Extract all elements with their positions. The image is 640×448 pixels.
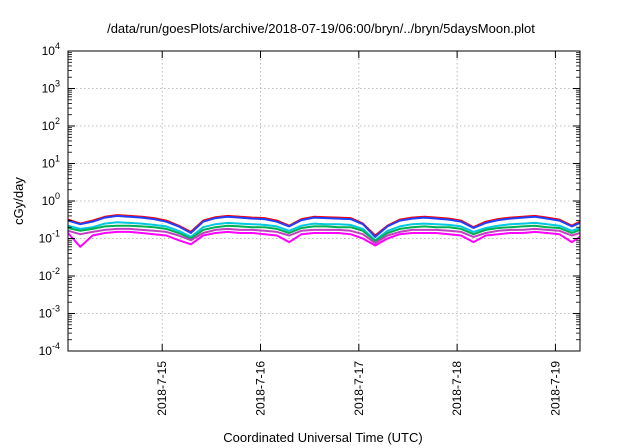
x-axis: 2018-7-15 2018-7-16 2018-7-17 2018-7-18 2018… (155, 51, 562, 416)
y-tick-label: 10-4 (39, 341, 60, 358)
grid (68, 51, 580, 351)
x-tick-label: 2018-7-15 (155, 361, 169, 416)
x-tick-label: 2018-7-17 (352, 361, 366, 416)
y-tick-label: 10-2 (39, 266, 60, 283)
y-tick-label: 104 (42, 41, 60, 58)
y-axis: 10-4 10-3 10-2 10-1 100 101 102 103 104 (39, 41, 580, 358)
y-tick-label: 10-3 (39, 304, 60, 321)
series-group (67, 214, 581, 248)
y-axis-label: cGy/day (11, 177, 26, 225)
y-tick-label: 101 (42, 154, 60, 171)
x-tick-label: 2018-7-19 (548, 361, 562, 416)
y-tick-label: 100 (42, 191, 60, 208)
chart-title: /data/run/goesPlots/archive/2018-07-19/0… (107, 21, 535, 36)
series-line-5 (67, 227, 581, 245)
series-line-3 (67, 221, 581, 242)
y-tick-label: 103 (42, 79, 60, 96)
series-line-6 (67, 230, 581, 248)
x-axis-label: Coordinated Universal Time (UTC) (223, 430, 422, 445)
x-tick-label: 2018-7-18 (450, 361, 464, 416)
y-tick-label: 10-1 (39, 229, 60, 246)
series-line-4 (67, 224, 581, 243)
series-line-2 (67, 214, 581, 238)
y-tick-label: 102 (42, 116, 60, 133)
x-tick-label: 2018-7-16 (254, 361, 268, 416)
